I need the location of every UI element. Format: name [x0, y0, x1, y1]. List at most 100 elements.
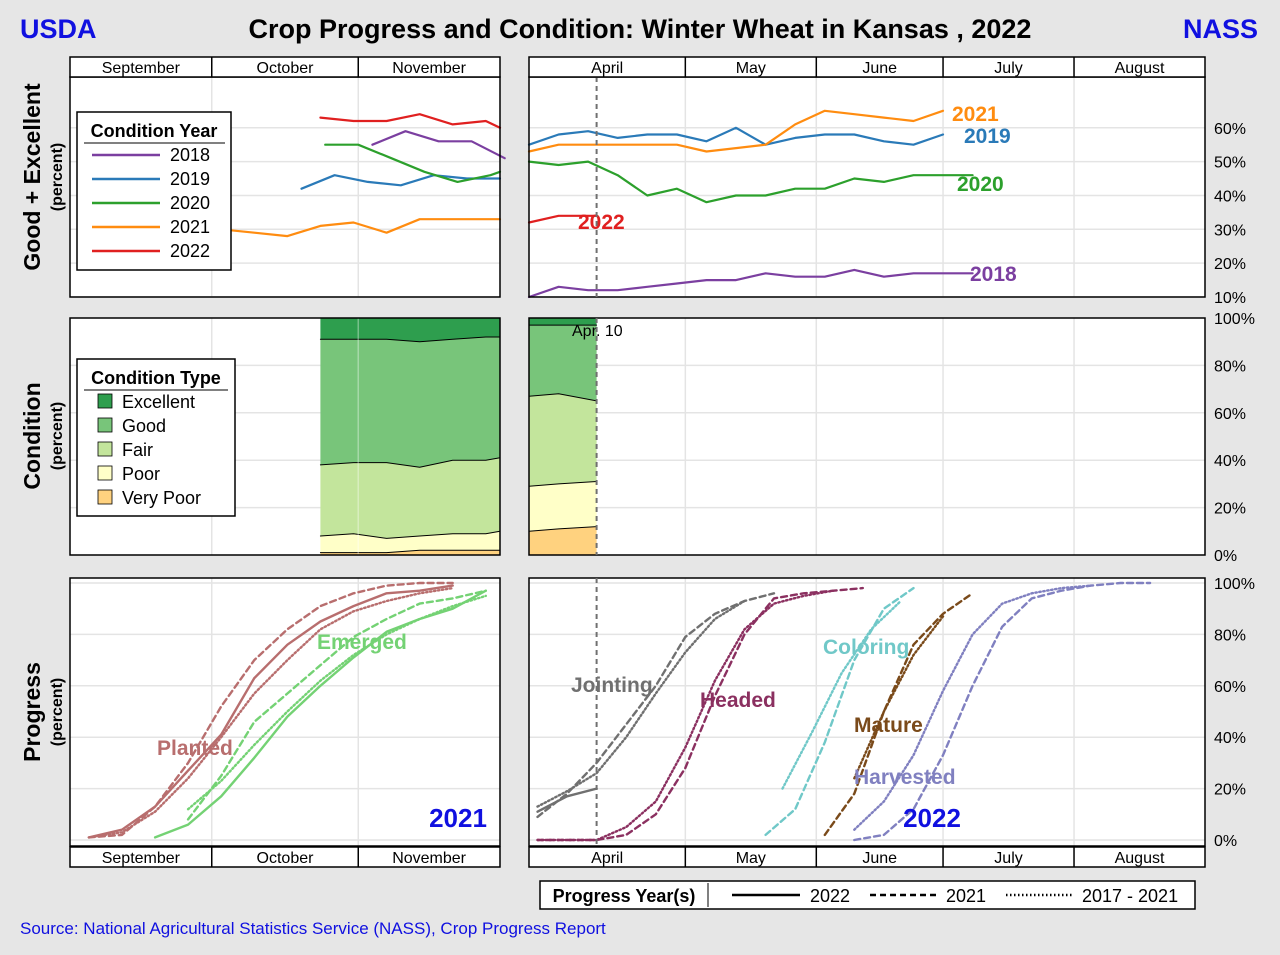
fall-top-strip [69, 56, 501, 78]
y-tick-label: 10% [1214, 290, 1246, 307]
month-label: May [736, 850, 766, 867]
cond-spring-area-very-poor [529, 526, 597, 555]
nass-label: NASS [1182, 14, 1258, 44]
cond-fall-border [69, 317, 501, 556]
cond-fall-area-very-poor [320, 550, 500, 555]
cond-fall-boundary-very-poor [319, 549, 501, 554]
legend-swatch-very_poor [97, 489, 113, 505]
month-label: September [102, 850, 181, 867]
usda-label: USDA [20, 14, 97, 44]
prog-spring-headed-dashed [536, 586, 864, 842]
ge-fall-line-2018 [371, 130, 506, 160]
fall-bottom-strip [69, 846, 501, 868]
legend-swatch-excellent [97, 393, 113, 409]
y-tick-label: 20% [1214, 501, 1246, 518]
legend-entry-fair: Fair [122, 440, 153, 460]
y-tick-label: 40% [1214, 453, 1246, 470]
series-label-2021: 2021 [952, 103, 999, 126]
ge-spring-line-2021 [527, 109, 945, 153]
spring-bottom-strip [528, 846, 1206, 868]
y-tick-label: 0% [1214, 548, 1237, 565]
cond-fall-area-poor [320, 531, 500, 553]
y-tick-label: 50% [1214, 155, 1246, 172]
progress-year-legend: Progress Year(s) 2022 2021 2017 - 2021 [539, 880, 1196, 910]
row-sublabel: (percent) [49, 143, 66, 211]
legend-entry-dotted: 2017 - 2021 [1082, 886, 1178, 906]
cond-spring-area-poor [529, 481, 597, 532]
source-note: Source: National Agricultural Statistics… [20, 919, 606, 938]
legend-entry-excellent: Excellent [122, 392, 195, 412]
legend-box [539, 880, 1196, 910]
month-label: November [392, 60, 466, 77]
cond-fall-area-fair [320, 457, 500, 539]
y-tick-label: 0% [1214, 833, 1237, 850]
condition-type-legend: Condition Type Excellent Good Fair Poor Very … [76, 358, 236, 517]
month-label: May [736, 60, 766, 77]
cond-spring-area-excellent [529, 318, 597, 326]
legend-entry-good: Good [122, 416, 166, 436]
prog-spring-jointing-solid [536, 787, 598, 813]
month-label: July [994, 60, 1022, 77]
row-label: Good + Excellent [19, 83, 45, 271]
prog-spring-coloring-dotted [781, 599, 902, 790]
row-sublabel: (percent) [49, 402, 66, 470]
prog-fall-planted-dashed [87, 581, 454, 839]
ge-fall-line-2019 [300, 174, 502, 190]
series-label-mature: Mature [854, 714, 923, 737]
prog-fall-bg [70, 578, 500, 846]
cond-spring-boundary-fair [528, 393, 598, 402]
legend-entry-2018: 2018 [170, 145, 210, 165]
cond-fall-boundary-fair [319, 457, 501, 468]
y-tick-label: 30% [1214, 222, 1246, 239]
legend-entry-very_poor: Very Poor [122, 488, 201, 508]
y-tick-label: 80% [1214, 358, 1246, 375]
ge-spring-line-2020 [527, 160, 974, 204]
legend-entry-2019: 2019 [170, 169, 210, 189]
ge-fall-line-2020 [324, 143, 502, 183]
cond-spring-boundary-poor [528, 481, 598, 487]
y-tick-label: 20% [1214, 256, 1246, 273]
series-label-harvested: Harvested [854, 766, 956, 789]
y-tick-label: 40% [1214, 188, 1246, 205]
cond-spring-boundary-very-poor [528, 526, 598, 532]
legend-swatch-fair [97, 441, 113, 457]
prog-fall-emerged-dotted [186, 594, 487, 811]
legend-entry-2020: 2020 [170, 193, 210, 213]
row-label: Condition [19, 382, 45, 489]
series-label-2019: 2019 [964, 125, 1011, 148]
series-label-2020: 2020 [957, 173, 1004, 196]
legend-swatch-poor [97, 465, 113, 481]
row-label-group: Condition (percent) [19, 382, 66, 489]
y-tick-label: 100% [1214, 576, 1255, 593]
prog-spring-mature-dashed [823, 592, 974, 837]
prog-spring-mature-dotted [853, 615, 945, 780]
series-label-headed: Headed [700, 689, 776, 712]
prog-spring-jointing-dashed [536, 592, 776, 819]
legend-title: Progress Year(s) [553, 886, 696, 906]
cond-spring-border [528, 317, 1206, 556]
y-tick-label: 80% [1214, 627, 1246, 644]
legend-entry-solid: 2022 [810, 886, 850, 906]
series-label-2022: 2022 [578, 211, 625, 234]
month-label: November [392, 850, 466, 867]
series-label-jointing: Jointing [571, 674, 653, 697]
prog-spring-jointing-dotted [536, 599, 746, 808]
legend-entry-2021: 2021 [170, 217, 210, 237]
prog-spring-headed-dotted [536, 589, 835, 842]
ge-spring-line-2022 [527, 214, 598, 224]
prog-spring-border [528, 577, 1206, 847]
series-label-planted: Planted [157, 737, 233, 760]
month-label: July [994, 850, 1022, 867]
legend-box [76, 111, 232, 271]
spring-top-strip [528, 56, 1206, 78]
month-label: October [257, 60, 315, 77]
cond-fall-boundary-good [319, 336, 501, 343]
page-title: Crop Progress and Condition: Winter Whea… [248, 14, 1032, 44]
month-label: August [1115, 850, 1165, 867]
month-label: October [257, 850, 315, 867]
ge-spring-bg [529, 77, 1205, 297]
row-label-group: Good + Excellent (percent) [19, 83, 66, 271]
y-tick-label: 60% [1214, 121, 1246, 138]
